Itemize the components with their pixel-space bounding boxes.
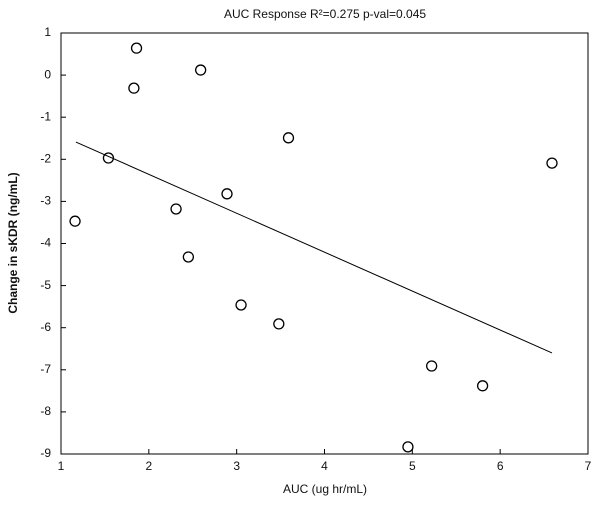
point — [476, 380, 489, 392]
point — [235, 299, 247, 311]
x-tick-label: 4 — [321, 459, 328, 473]
point — [426, 360, 438, 372]
y-tick-label: -3 — [40, 194, 51, 208]
x-axis-label: AUC (ug hr/mL) — [283, 482, 367, 496]
point — [130, 42, 143, 54]
fit-line — [75, 141, 553, 354]
y-tick-label: -2 — [40, 151, 51, 165]
point — [69, 215, 81, 227]
point — [128, 82, 140, 94]
y-tick-label: -8 — [40, 404, 51, 418]
point — [273, 318, 285, 330]
y-tick-label: 1 — [44, 25, 51, 39]
y-tick-label: -4 — [40, 236, 51, 250]
y-axis-label: Change in sKDR (ng/mL) — [6, 172, 20, 313]
point — [102, 152, 115, 164]
point — [195, 64, 207, 76]
x-tick-label: 6 — [497, 459, 504, 473]
y-tick-label: -7 — [40, 362, 51, 376]
point — [221, 188, 233, 200]
point — [182, 251, 195, 263]
y-tick-label: -6 — [40, 320, 51, 334]
point — [546, 157, 558, 169]
y-tick-label: -5 — [40, 278, 51, 292]
plot-frame — [60, 32, 589, 455]
x-tick-label: 2 — [145, 459, 152, 473]
y-tick-label: -9 — [40, 446, 51, 460]
y-tick-label: -1 — [40, 109, 51, 123]
x-tick-label: 5 — [409, 459, 416, 473]
point — [402, 441, 414, 453]
x-tick-label: 1 — [58, 459, 65, 473]
x-tick-label: 3 — [233, 459, 240, 473]
point — [282, 132, 295, 144]
y-tick-label: 0 — [44, 67, 51, 81]
x-tick-label: 7 — [585, 459, 591, 473]
chart-title: AUC Response R²=0.275 p-val=0.045 — [224, 7, 426, 21]
point — [170, 203, 182, 215]
